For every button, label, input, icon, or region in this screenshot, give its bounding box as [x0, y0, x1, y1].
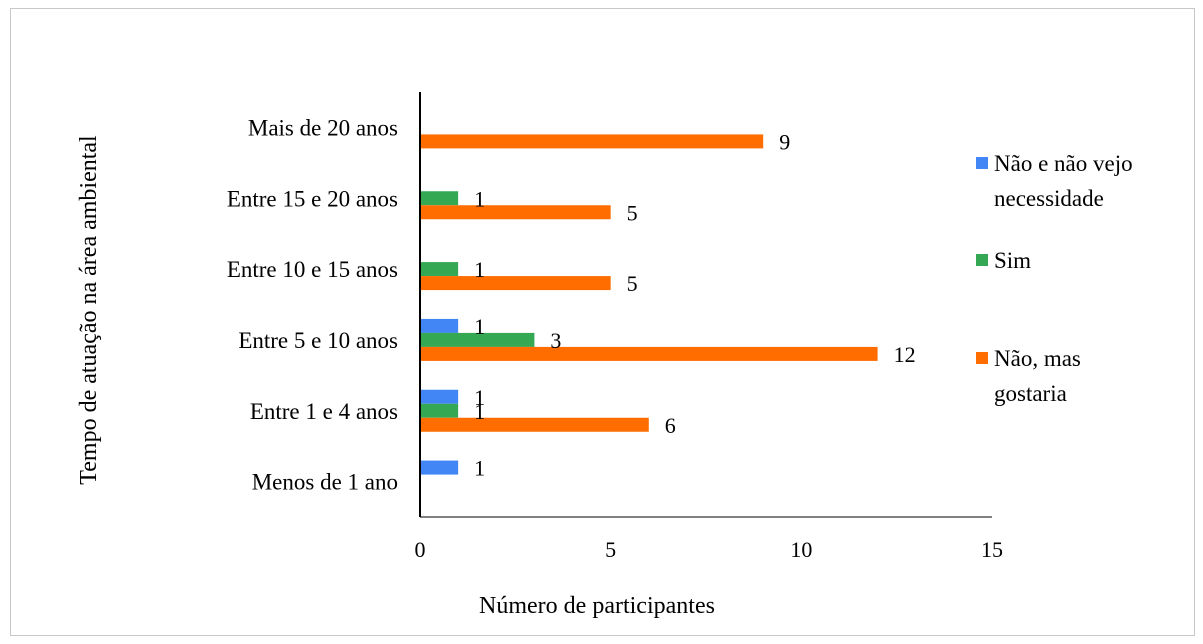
legend-swatch	[976, 254, 988, 266]
y-axis-title: Tempo de atuação na área ambiental	[76, 135, 102, 485]
legend-swatch	[976, 352, 988, 364]
data-label: 5	[627, 271, 638, 296]
x-tick-label: 0	[415, 537, 426, 562]
data-label: 1	[474, 456, 485, 481]
bar	[420, 134, 764, 149]
bar	[420, 318, 459, 333]
data-label: 1	[474, 399, 485, 424]
data-label: 6	[665, 413, 676, 438]
bar	[420, 417, 649, 432]
data-label: 1	[474, 186, 485, 211]
legend-label: Sim	[994, 248, 1031, 273]
bar	[420, 262, 459, 277]
bar	[420, 460, 459, 475]
chart-frame	[10, 8, 1195, 636]
data-label: 1	[474, 385, 485, 410]
category-label: Mais de 20 anos	[248, 115, 398, 140]
bar	[420, 191, 459, 206]
bar	[420, 389, 459, 404]
data-label: 9	[779, 129, 790, 154]
legend-label: Não e não vejo	[994, 151, 1133, 176]
bar	[420, 205, 611, 220]
legend-label: Não, mas	[994, 346, 1081, 371]
bar	[420, 276, 611, 291]
x-tick-label: 5	[605, 537, 616, 562]
x-tick-label: 10	[790, 537, 812, 562]
data-label: 12	[894, 342, 916, 367]
category-label: Entre 1 e 4 anos	[250, 399, 398, 424]
bar	[420, 346, 878, 361]
bar	[420, 332, 535, 347]
category-label: Entre 5 e 10 anos	[238, 328, 398, 353]
data-label: 1	[474, 257, 485, 282]
legend-swatch	[976, 157, 988, 169]
legend-label: gostaria	[994, 381, 1067, 406]
legend: Não e não vejo necessidade Sim Não, mas gost…	[976, 151, 1133, 406]
category-labels-group: Menos de 1 ano Entre 1 e 4 anos Entre 5 e …	[227, 115, 398, 494]
x-axis-title: Número de participantes	[479, 593, 715, 619]
category-label: Entre 15 e 20 anos	[227, 186, 398, 211]
bars-group	[420, 134, 878, 475]
x-tick-label: 15	[981, 537, 1003, 562]
data-label: 5	[627, 200, 638, 225]
category-label: Entre 10 e 15 anos	[227, 257, 398, 282]
data-label: 3	[550, 328, 561, 353]
x-tick-labels-group: 0 5 10 15	[415, 537, 1004, 562]
bar	[420, 403, 459, 418]
category-label: Menos de 1 ano	[252, 470, 398, 495]
legend-label: necessidade	[994, 186, 1104, 211]
data-label: 1	[474, 314, 485, 339]
